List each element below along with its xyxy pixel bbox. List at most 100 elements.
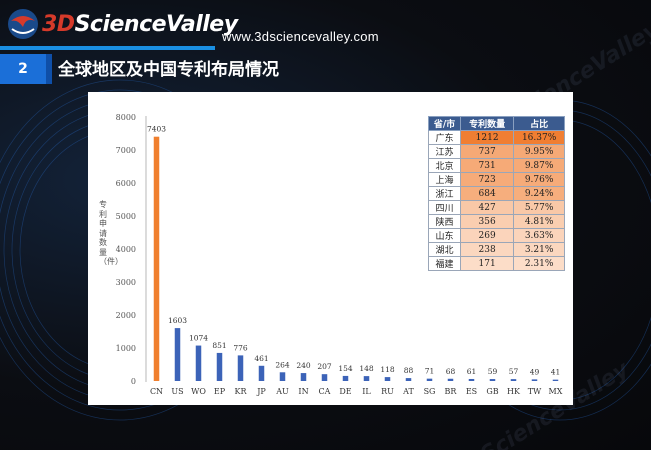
x-tick-label: DE: [339, 387, 351, 396]
table-row: 浙江 684 9.24%: [427, 186, 565, 201]
share-cell: 9.24%: [513, 186, 565, 201]
data-label: 461: [254, 354, 268, 363]
count-cell: 427: [460, 200, 515, 215]
province-cell: 浙江: [427, 186, 462, 201]
y-tick-label: 1000: [116, 344, 136, 353]
x-tick-label: WO: [191, 387, 206, 396]
data-label: 71: [425, 367, 435, 376]
data-label: 154: [338, 364, 353, 373]
x-tick-label: SG: [424, 387, 436, 396]
count-cell: 737: [460, 144, 515, 159]
header-divider: [0, 46, 215, 50]
x-tick-label: TW: [528, 387, 542, 396]
site-url: www.3dsciencevalley.com: [222, 29, 379, 44]
data-label: 59: [488, 367, 498, 376]
logo-text: 3DScienceValley: [42, 11, 238, 37]
bar-mx: [552, 379, 559, 381]
data-label: 68: [446, 367, 456, 376]
x-tick-label: GB: [486, 387, 498, 396]
bar-de: [342, 375, 349, 381]
y-tick-label: 4000: [116, 245, 136, 254]
data-label: 118: [380, 365, 395, 374]
bar-br: [447, 378, 454, 381]
x-tick-label: CA: [319, 387, 331, 396]
table-row: 湖北 238 3.21%: [427, 242, 565, 257]
bar-jp: [258, 365, 265, 381]
share-cell: 9.76%: [513, 172, 565, 187]
bar-at: [405, 378, 412, 381]
province-cell: 四川: [427, 200, 462, 215]
section-accent: [46, 54, 52, 84]
data-label: 7403: [147, 125, 166, 134]
x-tick-label: AT: [402, 387, 414, 396]
bar-wo: [195, 345, 202, 381]
y-axis-label: 专利申请数量（件）: [99, 200, 123, 266]
share-cell: 9.95%: [513, 144, 565, 159]
bar-au: [279, 372, 286, 381]
bar-cn: [153, 136, 160, 381]
count-cell: 1212: [460, 130, 515, 145]
count-cell: 723: [460, 172, 515, 187]
province-cell: 山东: [427, 228, 462, 243]
bar-ru: [384, 377, 391, 381]
bar-ca: [321, 374, 328, 381]
header: 3DScienceValley www.3dsciencevalley.com: [0, 0, 651, 52]
x-tick-label: JP: [256, 387, 266, 396]
y-tick-label: 8000: [116, 113, 136, 122]
bar-kr: [237, 355, 244, 381]
y-tick-label: 3000: [116, 278, 136, 287]
share-cell: 16.37%: [513, 130, 565, 145]
x-tick-label: AU: [275, 387, 289, 396]
x-tick-label: IN: [298, 387, 308, 396]
data-label: 49: [530, 367, 540, 376]
x-tick-label: US: [171, 387, 183, 396]
table-row: 陕西 356 4.81%: [427, 214, 565, 229]
bar-es: [468, 378, 475, 381]
data-label: 41: [551, 368, 561, 377]
x-tick-label: BR: [445, 387, 458, 396]
data-label: 1074: [189, 334, 208, 343]
y-tick-label: 6000: [116, 179, 136, 188]
bar-hk: [510, 379, 517, 381]
table-row: 上海 723 9.76%: [427, 172, 565, 187]
bar-chart: 0 1000 2000 3000 4000 5000 6000 7000 8000 7403 16…: [116, 113, 563, 396]
province-cell: 上海: [427, 172, 462, 187]
y-tick-label: 7000: [116, 146, 136, 155]
x-tick-label: MX: [549, 387, 563, 396]
column-header: 专利数量: [460, 116, 515, 131]
bar-sg: [426, 378, 433, 381]
share-cell: 9.87%: [513, 158, 565, 173]
section-title: 全球地区及中国专利布局情况: [58, 60, 279, 80]
section-number: 2: [0, 54, 46, 84]
share-cell: 5.77%: [513, 200, 565, 215]
count-cell: 731: [460, 158, 515, 173]
bar-us: [174, 328, 181, 381]
data-label: 207: [317, 362, 332, 371]
count-cell: 356: [460, 214, 515, 229]
y-tick-label: 0: [131, 377, 136, 386]
data-label: 240: [296, 361, 311, 370]
count-cell: 269: [460, 228, 515, 243]
data-label: 1603: [168, 316, 187, 325]
x-tick-label: CN: [150, 387, 163, 396]
table-row: 山东 269 3.63%: [427, 228, 565, 243]
table-row: 四川 427 5.77%: [427, 200, 565, 215]
data-label: 264: [275, 360, 290, 369]
count-cell: 238: [460, 242, 515, 257]
province-table: 省/市 专利数量 占比 广东 1212 16.37% 江苏 737 9.95% 北京 731 9…: [427, 116, 565, 271]
province-cell: 北京: [427, 158, 462, 173]
province-cell: 福建: [427, 256, 462, 271]
logo-globe-icon: [8, 9, 38, 39]
table-header-row: 省/市 专利数量 占比: [427, 116, 565, 131]
count-cell: 171: [460, 256, 515, 271]
share-cell: 4.81%: [513, 214, 565, 229]
x-tick-label: HK: [507, 387, 521, 396]
x-tick-label: ES: [466, 387, 477, 396]
x-tick-label: RU: [381, 387, 394, 396]
data-label: 57: [509, 367, 519, 376]
table-row: 江苏 737 9.95%: [427, 144, 565, 159]
bar-ep: [216, 352, 223, 381]
y-tick-label: 5000: [116, 212, 136, 221]
province-cell: 江苏: [427, 144, 462, 159]
